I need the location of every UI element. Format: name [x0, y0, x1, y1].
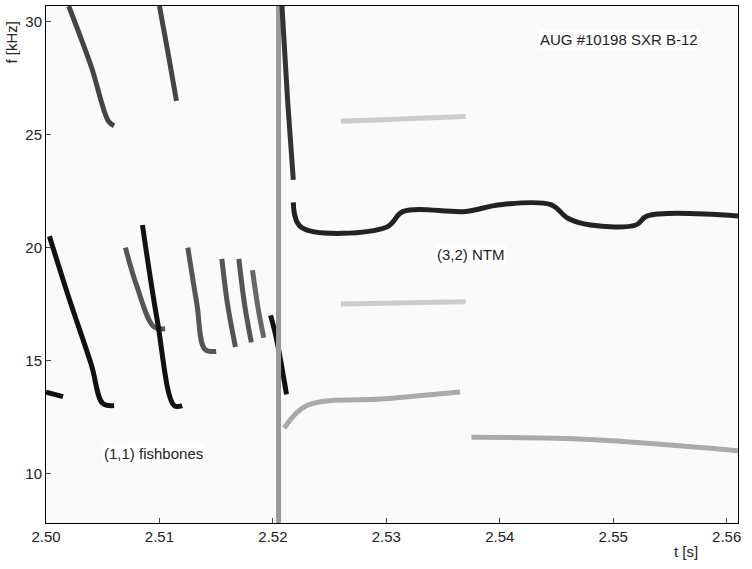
- svg-text:25: 25: [25, 126, 42, 143]
- svg-text:2.52: 2.52: [258, 528, 287, 545]
- svg-text:15: 15: [25, 352, 42, 369]
- svg-text:30: 30: [25, 13, 42, 30]
- svg-text:(3,2) NTM: (3,2) NTM: [437, 246, 505, 263]
- svg-text:2.51: 2.51: [145, 528, 174, 545]
- svg-text:2.55: 2.55: [599, 528, 628, 545]
- svg-text:t [s]: t [s]: [674, 543, 698, 560]
- svg-text:20: 20: [25, 239, 42, 256]
- svg-text:2.50: 2.50: [31, 528, 60, 545]
- svg-text:AUG #10198 SXR B-12: AUG #10198 SXR B-12: [540, 31, 698, 48]
- svg-text:f [kHz]: f [kHz]: [3, 21, 20, 64]
- svg-text:10: 10: [25, 465, 42, 482]
- svg-text:2.56: 2.56: [712, 528, 741, 545]
- svg-text:2.54: 2.54: [485, 528, 514, 545]
- svg-text:(1,1) fishbones: (1,1) fishbones: [104, 445, 203, 462]
- svg-text:2.53: 2.53: [372, 528, 401, 545]
